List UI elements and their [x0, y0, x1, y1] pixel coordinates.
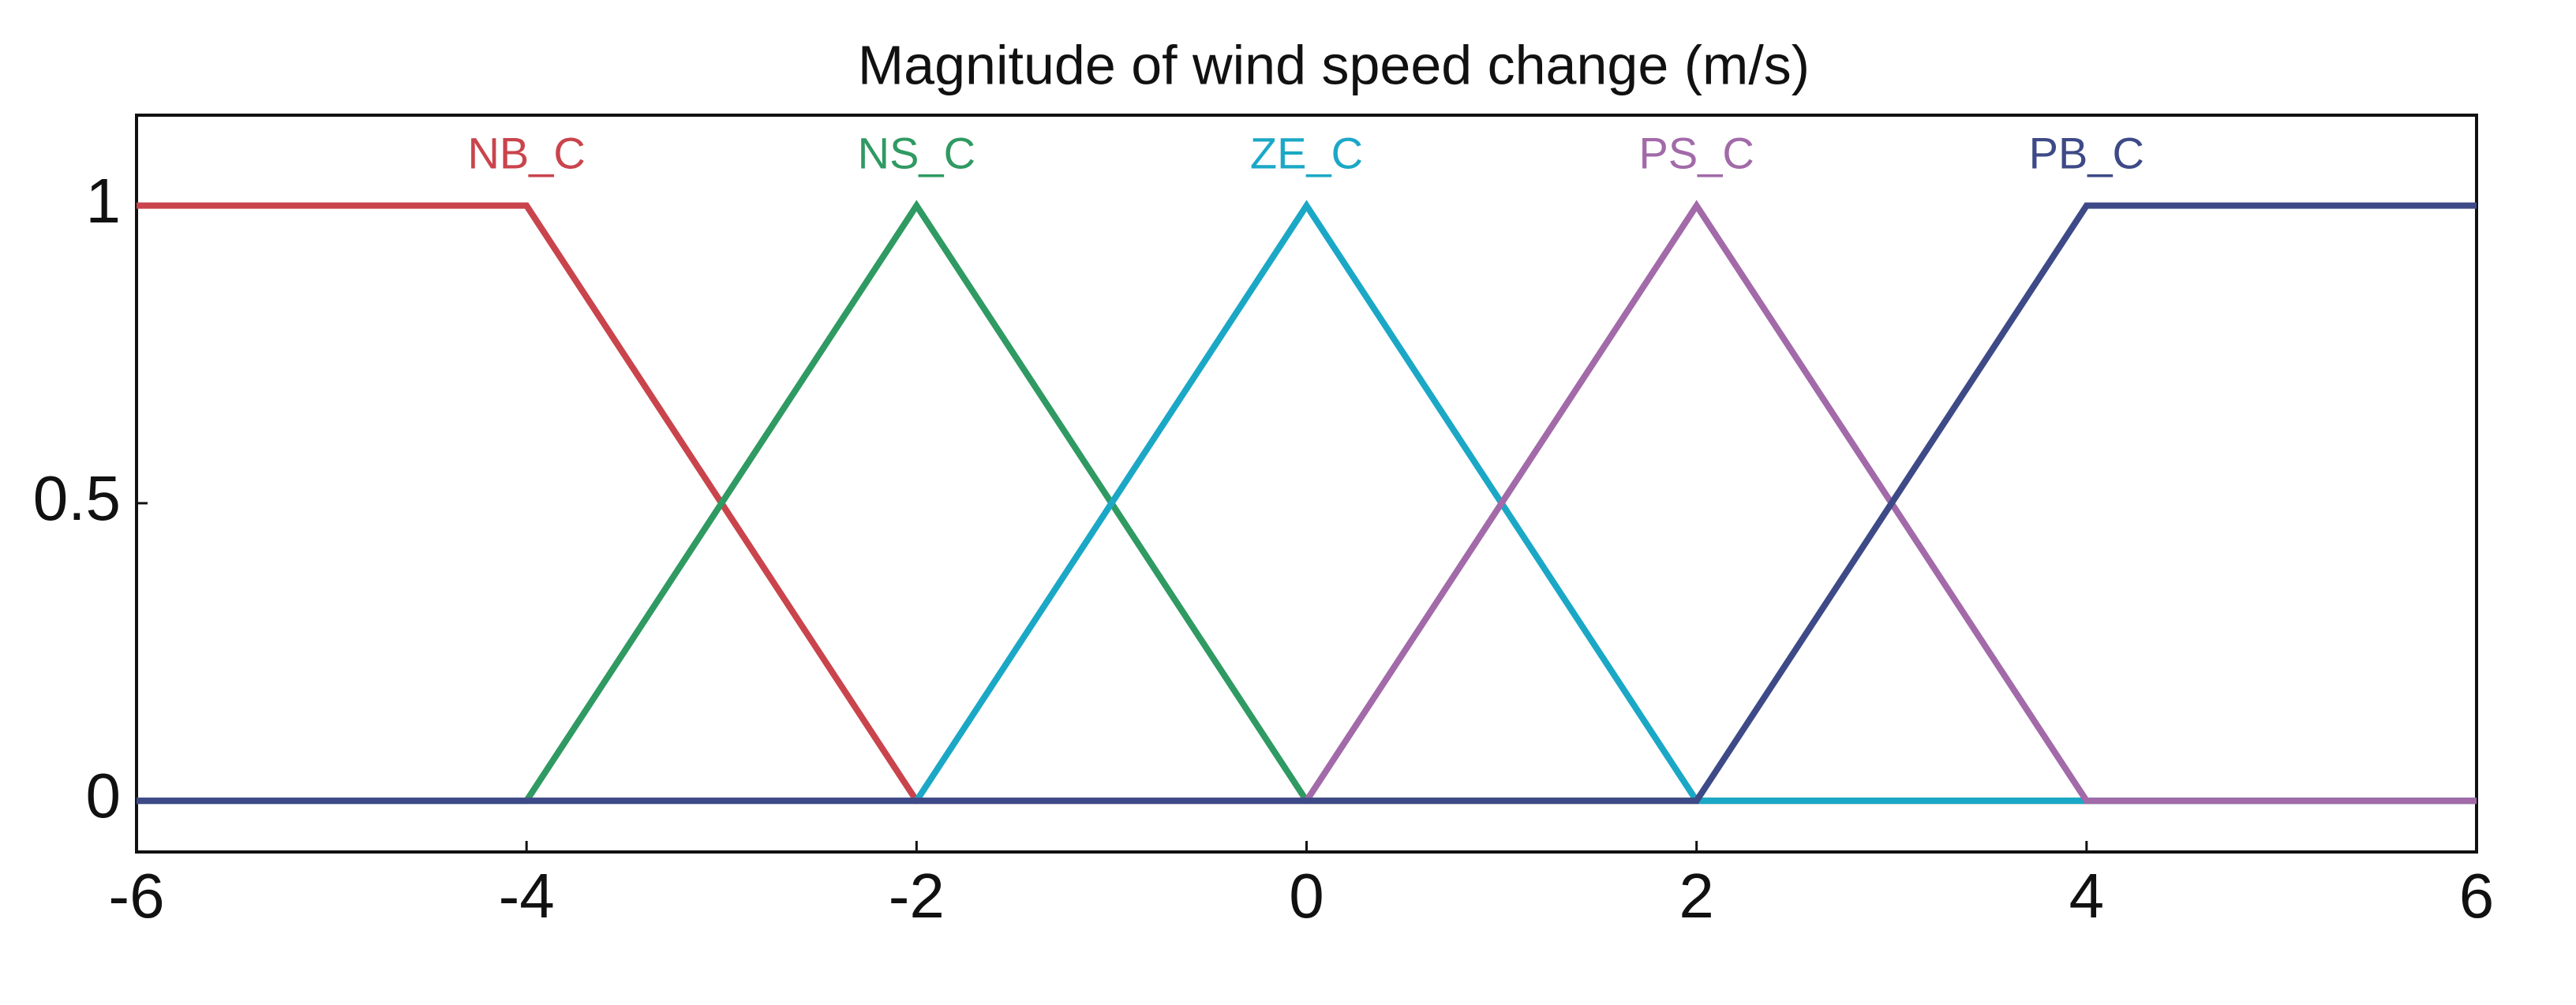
- series-label: ZE_C: [1250, 128, 1363, 177]
- series-label: PS_C: [1639, 128, 1754, 177]
- x-tick-label: 4: [2069, 861, 2105, 931]
- y-tick-label: 0.5: [33, 463, 121, 533]
- x-tick-label: -2: [889, 861, 945, 931]
- x-tick-label: 0: [1289, 861, 1324, 931]
- x-tick-label: 2: [1679, 861, 1714, 931]
- membership-line: [137, 202, 2477, 805]
- membership-line: [137, 202, 2477, 805]
- y-tick-label: 1: [86, 166, 122, 236]
- plot-frame: [135, 114, 2478, 854]
- x-tick-label: -6: [108, 861, 164, 931]
- series-label: NS_C: [858, 128, 975, 177]
- membership-line: [137, 200, 2477, 805]
- membership-line: [137, 200, 2477, 805]
- series-label: PB_C: [2029, 128, 2144, 177]
- x-tick-label: -4: [499, 861, 555, 931]
- y-tick-label: 0: [86, 760, 122, 831]
- membership-line: [137, 200, 2477, 805]
- chart-title: Magnitude of wind speed change (m/s): [858, 34, 1810, 95]
- x-tick-label: 6: [2459, 861, 2495, 931]
- series-label: NB_C: [467, 128, 585, 177]
